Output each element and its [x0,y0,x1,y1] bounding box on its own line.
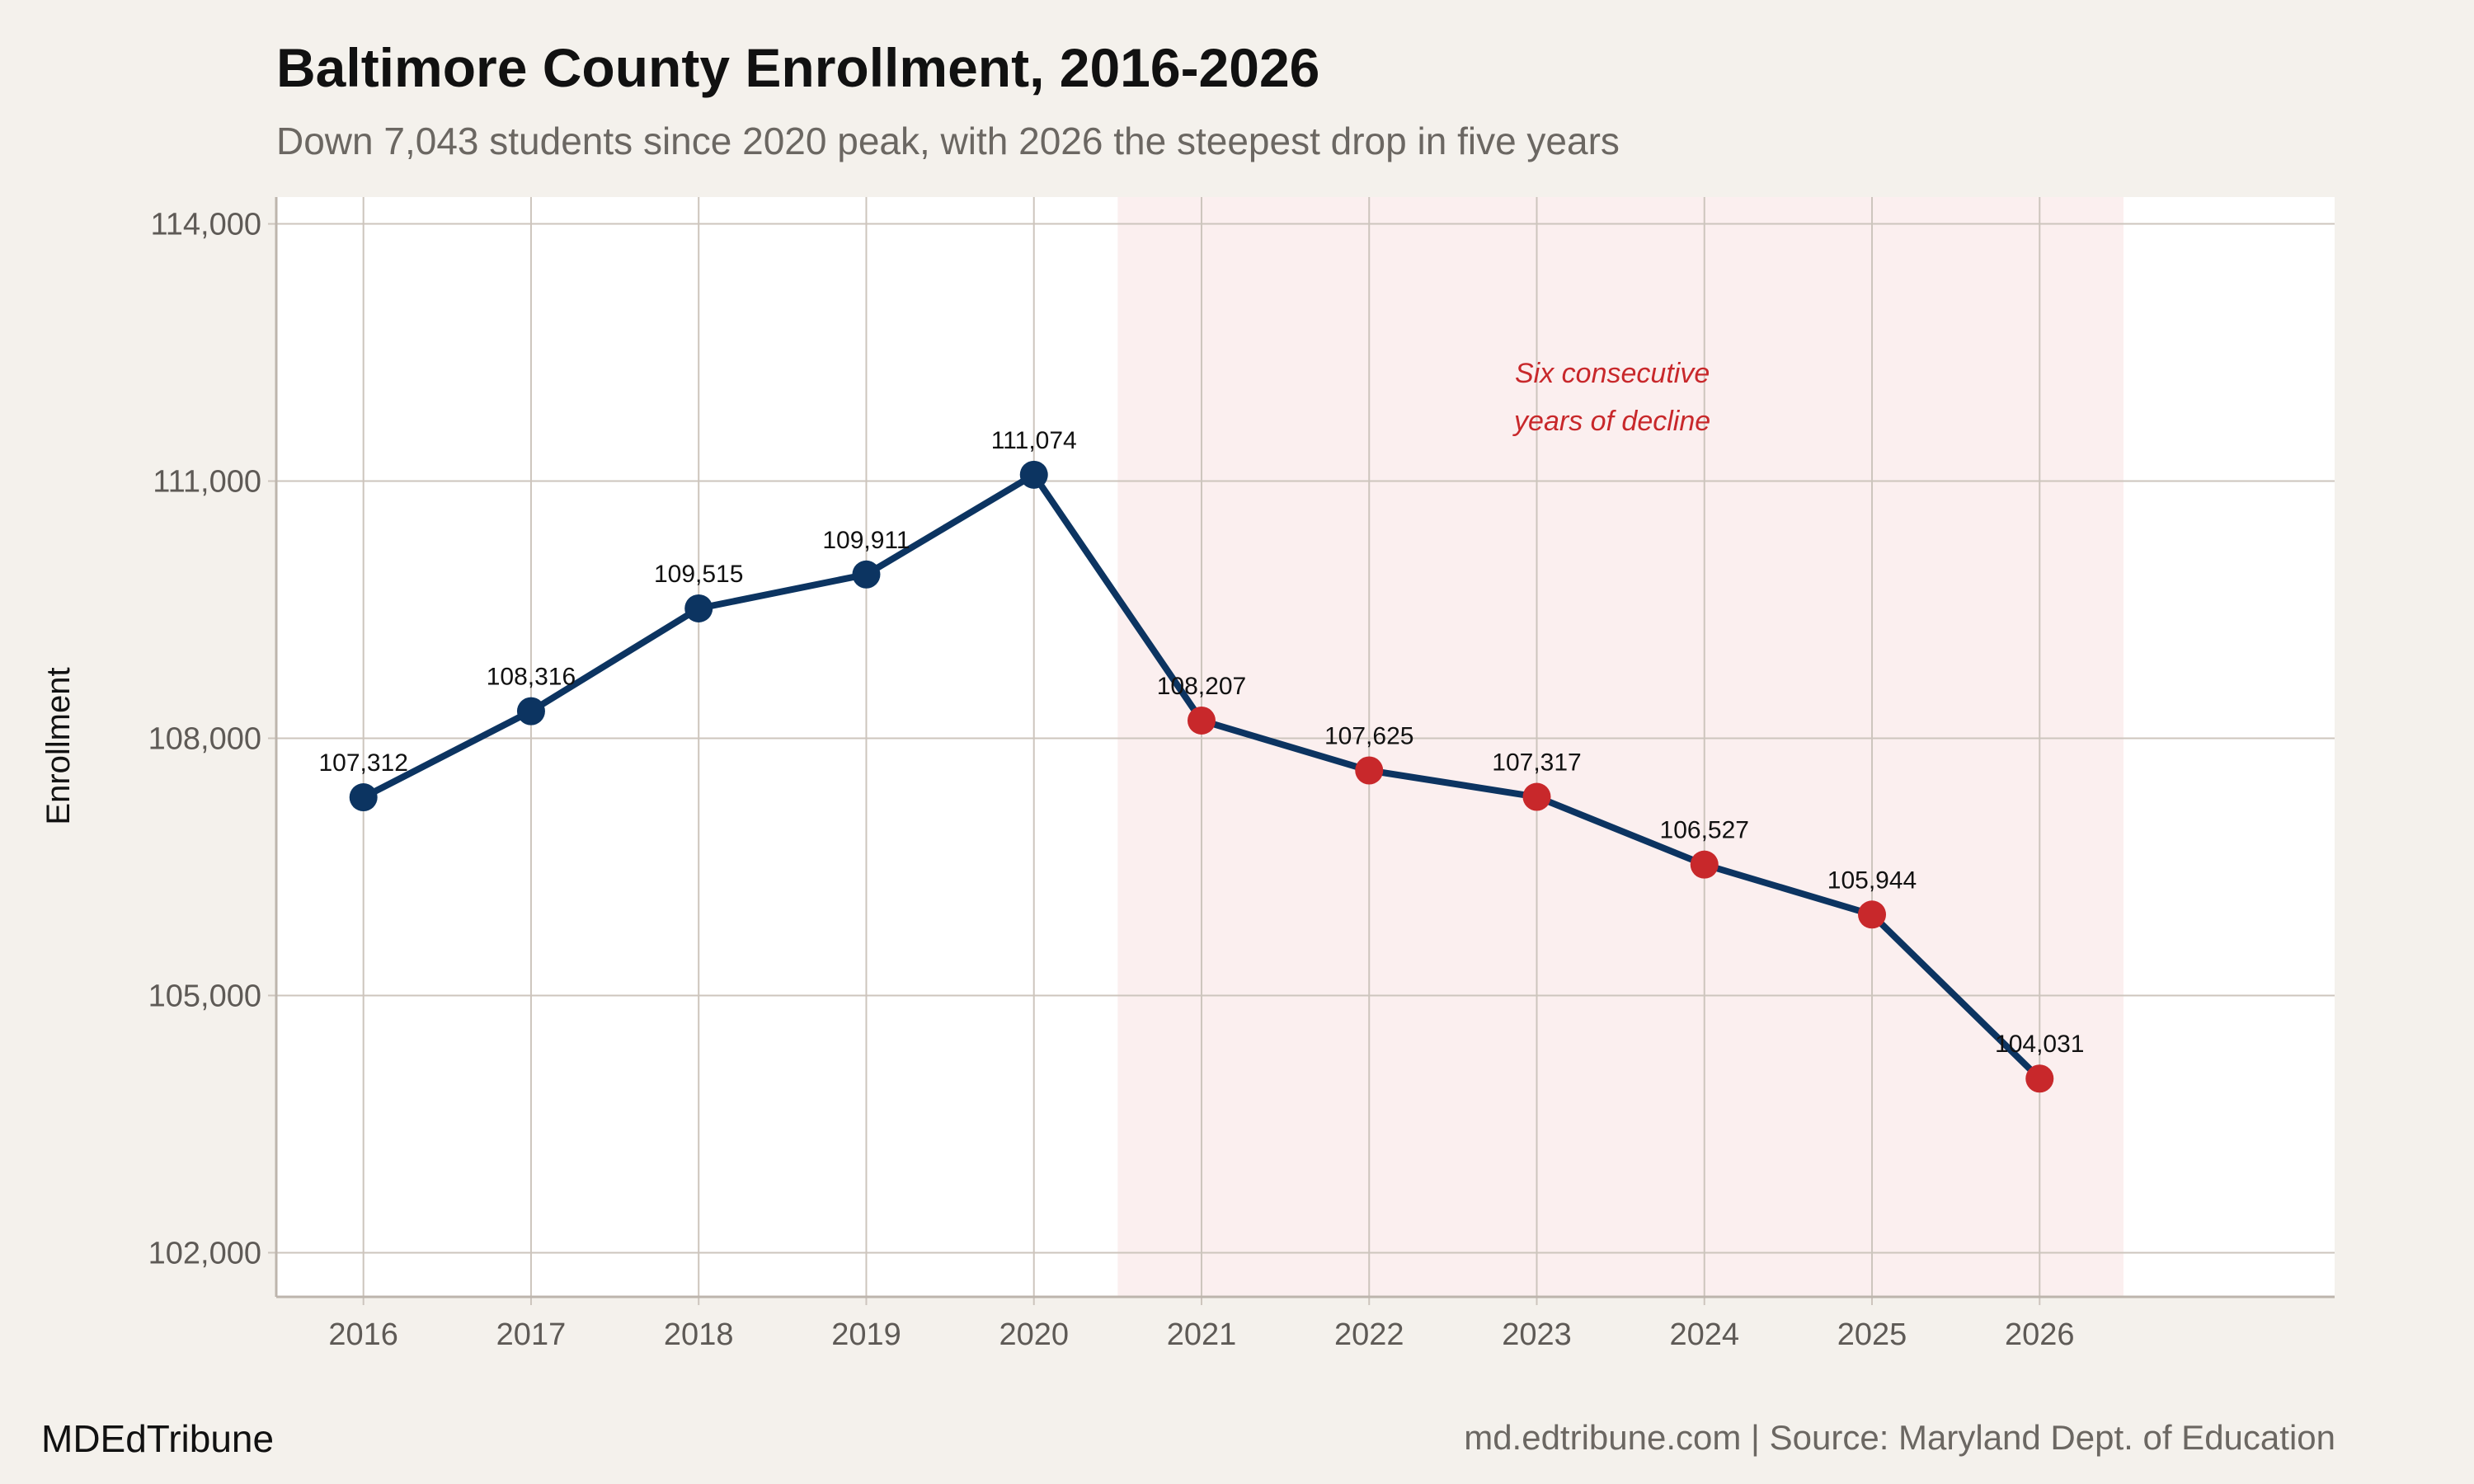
data-point [1355,756,1384,785]
x-tick-label: 2018 [664,1317,734,1352]
annotation-text: Six consecutive [1515,358,1710,389]
y-tick-label: 105,000 [148,979,261,1013]
source-credit: md.edtribune.com | Source: Maryland Dept… [1464,1418,2335,1457]
x-tick-label: 2020 [999,1317,1069,1352]
data-point [684,594,713,622]
data-label: 107,625 [1324,722,1413,749]
data-label: 107,317 [1492,749,1581,777]
y-axis-label: Enrollment [40,667,77,824]
x-tick-label: 2017 [496,1317,567,1352]
data-label: 111,074 [991,427,1077,454]
data-label: 104,031 [1995,1031,2084,1058]
y-tick-label: 108,000 [148,721,261,756]
data-label: 109,911 [822,527,910,554]
chart-title: Baltimore County Enrollment, 2016-2026 [276,37,1320,98]
data-point [2025,1064,2054,1093]
brand-name: MDEdTribune [41,1417,275,1460]
data-label: 107,312 [318,749,407,777]
data-point [516,697,545,726]
data-label: 108,207 [1157,673,1246,700]
y-tick-label: 102,000 [148,1236,261,1270]
x-tick-label: 2019 [831,1317,901,1352]
x-tick-label: 2023 [1502,1317,1572,1352]
annotation-text: years of decline [1512,406,1710,437]
data-point [1858,900,1887,929]
data-label: 108,316 [487,664,576,691]
data-point [349,783,378,812]
x-tick-label: 2026 [2005,1317,2075,1352]
chart-subtitle: Down 7,043 students since 2020 peak, wit… [276,120,1620,162]
data-label: 109,515 [654,561,743,588]
data-point [1019,460,1048,489]
data-label: 105,944 [1827,866,1917,894]
x-tick-label: 2021 [1167,1317,1237,1352]
y-tick-label: 111,000 [153,465,261,500]
x-tick-label: 2022 [1334,1317,1404,1352]
data-label: 106,527 [1660,817,1749,844]
y-tick-label: 114,000 [150,208,261,242]
x-tick-label: 2024 [1669,1317,1739,1352]
data-point [1187,706,1216,735]
data-point [1690,850,1719,879]
data-point [1522,782,1551,811]
x-tick-label: 2016 [328,1317,398,1352]
data-point [852,560,881,589]
x-tick-label: 2025 [1837,1317,1907,1352]
